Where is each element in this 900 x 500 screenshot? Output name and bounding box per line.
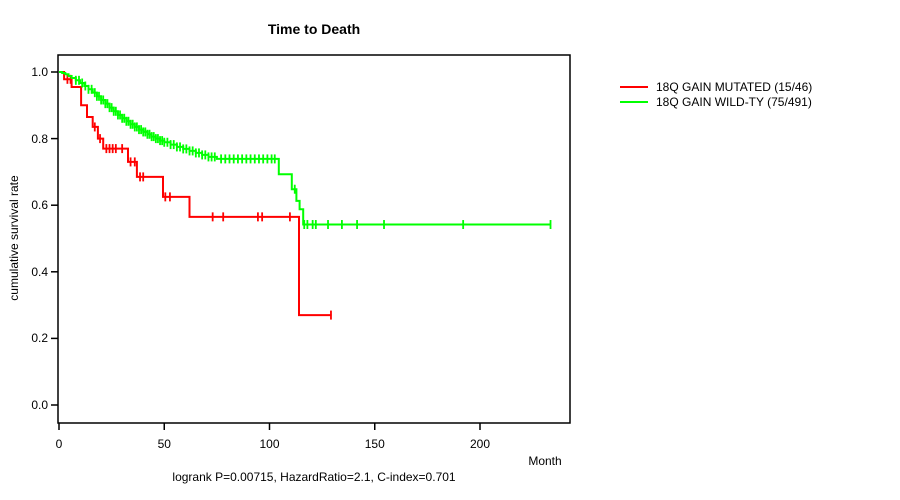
plot-frame	[57, 54, 571, 424]
legend-line-swatch	[620, 100, 648, 103]
y-tick-label: 0.4	[31, 264, 48, 279]
y-tick-label: 0.2	[31, 331, 48, 346]
legend-line-swatch	[620, 85, 648, 88]
survival-curve	[59, 71, 332, 317]
legend-entry: 18Q GAIN WILD-TY (75/491)	[620, 94, 812, 109]
x-tick-label: 50	[157, 437, 171, 451]
x-tick-label: 100	[259, 437, 280, 451]
legend-entry: 18Q GAIN MUTATED (15/46)	[620, 79, 812, 94]
y-tick-label: 0.6	[31, 198, 48, 213]
stats-annotation: logrank P=0.00715, HazardRatio=2.1, C-in…	[172, 470, 456, 484]
y-tick-label: 1.0	[31, 65, 48, 79]
y-tick-label: 0.8	[31, 131, 48, 146]
x-tick-label: 0	[55, 437, 63, 451]
y-tick-label: 0.0	[31, 398, 48, 412]
survival-curve	[59, 71, 551, 226]
chart-title: Time to Death	[267, 21, 361, 37]
legend: 18Q GAIN MUTATED (15/46) 18Q GAIN WILD-TY…	[620, 79, 812, 109]
legend-label: 18Q GAIN WILD-TY (75/491)	[656, 94, 812, 109]
legend-label: 18Q GAIN MUTATED (15/46)	[656, 79, 813, 94]
x-axis-label: Month	[528, 454, 562, 468]
x-tick-label: 150	[364, 437, 385, 451]
y-axis-label: cumulative survival rate	[7, 175, 21, 301]
x-tick-label: 200	[469, 437, 491, 451]
